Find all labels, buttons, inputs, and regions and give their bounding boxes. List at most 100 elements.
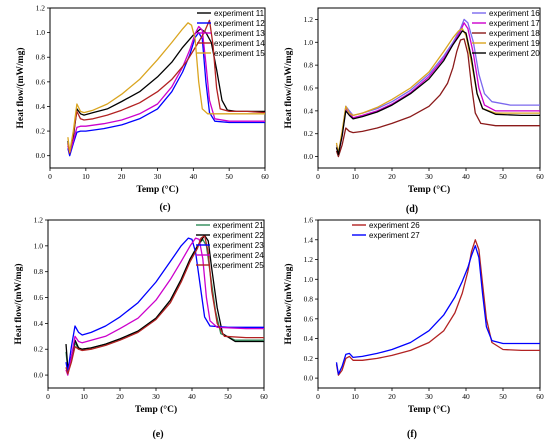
legend-label: experiment 22	[213, 231, 264, 240]
x-axis-label: Temp (°C)	[408, 184, 450, 195]
legend-label: experiment 13	[214, 29, 265, 38]
x-tick-label: 40	[462, 392, 470, 401]
series-line-0	[67, 28, 265, 154]
y-tick-label: 0.4	[304, 334, 314, 343]
y-tick-label: 0.4	[34, 319, 44, 328]
x-tick-label: 10	[80, 392, 88, 401]
x-tick-label: 60	[536, 172, 544, 181]
y-tick-label: 1.2	[304, 255, 314, 264]
y-tick-label: 0.4	[304, 106, 314, 115]
y-axis-label: Heat flow/(mW/mg)	[283, 48, 294, 129]
legend-label: experiment 12	[214, 19, 265, 28]
x-tick-label: 50	[224, 392, 232, 401]
x-tick-label: 60	[261, 172, 269, 181]
x-tick-label: 40	[188, 392, 196, 401]
y-axis-label: Heat flow/(mW/mg)	[15, 48, 26, 129]
chart-panel-0: 0 10 20 30 40 50 60 0.0 0.2 0.4 0.6 0.8 1.0 1.2 Temp (…	[15, 4, 269, 214]
y-tick-label: 0.2	[304, 129, 314, 138]
y-axis-label: Heat flow/(mW/mg)	[13, 264, 24, 345]
y-tick-label: 0.2	[34, 345, 44, 354]
series-line-4	[335, 30, 540, 155]
series-line-3	[67, 19, 265, 154]
series-line-1	[65, 234, 264, 368]
panel-caption: (f)	[407, 429, 417, 440]
x-tick-label: 20	[116, 392, 124, 401]
x-tick-label: 60	[536, 392, 544, 401]
y-tick-label: 0.8	[36, 53, 46, 62]
y-tick-label: 0.0	[304, 152, 314, 161]
series-line-4	[65, 234, 264, 375]
series-line-3	[65, 237, 264, 376]
x-tick-label: 20	[118, 172, 126, 181]
y-tick-label: 0.4	[36, 102, 46, 111]
panel-caption: (e)	[152, 429, 163, 440]
legend-label: experiment 18	[489, 29, 540, 38]
chart-panel-1: 0 10 20 30 40 50 60 0.0 0.2 0.4 0.6 0.8 1.0 1.2 Temp (…	[283, 7, 544, 215]
x-tick-label: 30	[154, 172, 162, 181]
y-tick-label: 0.8	[34, 267, 44, 276]
y-tick-label: 0.0	[34, 371, 44, 380]
legend-label: experiment 14	[214, 39, 265, 48]
legend-label: experiment 15	[214, 49, 265, 58]
x-tick-label: 10	[351, 392, 359, 401]
x-tick-label: 0	[316, 172, 320, 181]
series-line-2	[65, 237, 264, 374]
y-tick-label: 1.0	[304, 275, 314, 284]
x-tick-label: 50	[499, 392, 507, 401]
y-tick-label: 0.2	[36, 127, 46, 136]
legend-label: experiment 21	[213, 221, 264, 230]
legend-label: experiment 25	[213, 261, 264, 270]
series-line-1	[335, 245, 540, 375]
y-tick-label: 1.4	[304, 235, 314, 244]
series-line-1	[67, 31, 265, 157]
x-tick-label: 10	[82, 172, 90, 181]
chart-panel-3: 0 10 20 30 40 50 60 0.0 0.2 0.4 0.6 0.8 1.0 1.2 1.4 1.6…	[283, 216, 544, 441]
legend-label: experiment 24	[213, 251, 264, 260]
y-tick-label: 1.6	[304, 216, 314, 225]
plot-frame	[317, 219, 541, 389]
legend-label: experiment 19	[489, 39, 540, 48]
y-tick-label: 1.0	[304, 38, 314, 47]
y-tick-label: 1.0	[36, 28, 46, 37]
x-tick-label: 10	[351, 172, 359, 181]
series-line-0	[335, 18, 540, 155]
y-tick-label: 0.0	[304, 374, 314, 383]
legend-label: experiment 11	[214, 9, 265, 18]
chart-panel-2: 0 10 20 30 40 50 60 0.0 0.2 0.4 0.6 0.8 1.0 1.2 Temp (…	[13, 216, 268, 441]
legend-label: experiment 26	[369, 221, 420, 230]
y-tick-label: 0.8	[304, 295, 314, 304]
x-axis-label: Temp (°C)	[135, 404, 177, 415]
y-tick-label: 0.0	[36, 151, 46, 160]
y-tick-label: 0.6	[34, 293, 44, 302]
legend-label: experiment 20	[489, 49, 540, 58]
x-axis-label: Temp (°C)	[408, 404, 450, 415]
y-tick-label: 1.2	[34, 216, 44, 225]
series-line-2	[335, 38, 540, 158]
x-tick-label: 50	[225, 172, 233, 181]
x-tick-label: 0	[46, 392, 50, 401]
y-tick-label: 0.2	[304, 354, 314, 363]
y-axis-label: Heat flow/(mW/mg)	[283, 264, 294, 345]
x-tick-label: 30	[425, 392, 433, 401]
x-tick-label: 40	[462, 172, 470, 181]
y-tick-label: 1.2	[304, 15, 314, 24]
x-tick-label: 20	[388, 172, 396, 181]
x-tick-label: 30	[425, 172, 433, 181]
y-tick-label: 1.0	[34, 241, 44, 250]
panel-caption: (c)	[159, 202, 170, 213]
y-tick-label: 0.6	[36, 77, 46, 86]
x-tick-label: 0	[48, 172, 52, 181]
legend-label: experiment 23	[213, 241, 264, 250]
panel-caption: (d)	[406, 204, 418, 215]
x-tick-label: 50	[499, 172, 507, 181]
legend-label: experiment 27	[369, 231, 420, 240]
series-line-0	[335, 239, 540, 376]
x-tick-label: 0	[316, 392, 320, 401]
x-tick-label: 30	[152, 392, 160, 401]
y-tick-label: 0.8	[304, 61, 314, 70]
x-axis-label: Temp (°C)	[136, 184, 178, 195]
x-tick-label: 40	[190, 172, 198, 181]
series-line-2	[67, 25, 265, 154]
y-tick-label: 0.6	[304, 84, 314, 93]
